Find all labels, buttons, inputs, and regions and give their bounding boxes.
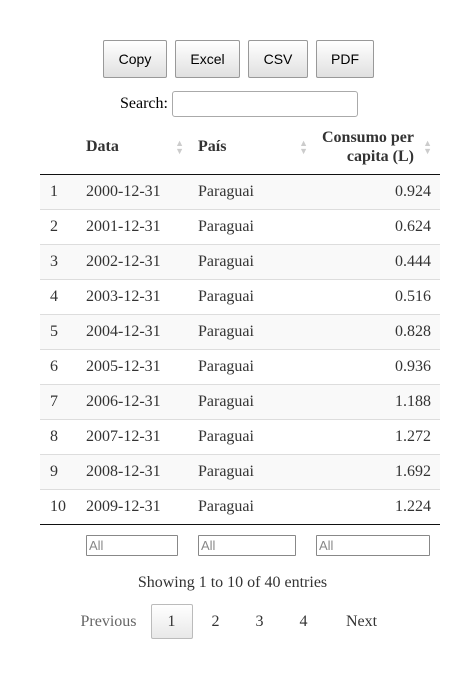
cell-data: 2000-12-31 bbox=[86, 174, 198, 210]
cell-consumo: 1.272 bbox=[322, 419, 440, 455]
filter-consumo-input[interactable] bbox=[316, 535, 430, 556]
sort-arrows-icon: ▲ ▼ bbox=[299, 138, 308, 156]
cell-pais: Paraguai bbox=[198, 349, 322, 385]
cell-consumo: 1.692 bbox=[322, 454, 440, 490]
cell-pais: Paraguai bbox=[198, 279, 322, 315]
cell-data: 2003-12-31 bbox=[86, 279, 198, 315]
table-info: Showing 1 to 10 of 40 entries bbox=[137, 574, 328, 591]
cell-pais: Paraguai bbox=[198, 314, 322, 350]
row-index: 2 bbox=[40, 209, 86, 245]
cell-consumo: 0.444 bbox=[322, 244, 440, 280]
cell-data: 2007-12-31 bbox=[86, 419, 198, 455]
column-filters bbox=[40, 535, 440, 557]
previous-page-button[interactable]: Previous bbox=[80, 612, 137, 630]
sort-arrows-icon: ▲ ▼ bbox=[423, 138, 432, 156]
cell-data: 2008-12-31 bbox=[86, 454, 198, 490]
cell-consumo: 1.224 bbox=[322, 489, 440, 525]
table-row: 8 2007-12-31 Paraguai 1.272 bbox=[40, 419, 440, 455]
cell-consumo: 1.188 bbox=[322, 384, 440, 420]
column-header-pais[interactable]: País ▲ ▼ bbox=[198, 120, 322, 175]
row-index: 9 bbox=[40, 454, 86, 490]
row-index: 7 bbox=[40, 384, 86, 420]
table-row: 7 2006-12-31 Paraguai 1.188 bbox=[40, 384, 440, 420]
page-button-3[interactable]: 3 bbox=[255, 612, 264, 630]
cell-consumo: 0.924 bbox=[322, 174, 440, 210]
column-header-label: País bbox=[198, 138, 227, 155]
cell-data: 2009-12-31 bbox=[86, 489, 198, 525]
table-row: 6 2005-12-31 Paraguai 0.936 bbox=[40, 349, 440, 385]
cell-consumo: 0.516 bbox=[322, 279, 440, 315]
cell-consumo: 0.624 bbox=[322, 209, 440, 245]
sort-arrows-icon: ▲ ▼ bbox=[175, 138, 184, 156]
cell-consumo: 0.828 bbox=[322, 314, 440, 350]
cell-pais: Paraguai bbox=[198, 174, 322, 210]
column-header-consumo[interactable]: Consumo per capita (L) ▲ ▼ bbox=[322, 120, 440, 175]
table-row: 5 2004-12-31 Paraguai 0.828 bbox=[40, 314, 440, 350]
column-header-label: Consumo per capita (L) bbox=[322, 129, 415, 165]
row-index: 10 bbox=[40, 489, 86, 525]
cell-data: 2004-12-31 bbox=[86, 314, 198, 350]
page-button-4[interactable]: 4 bbox=[299, 612, 308, 630]
column-header-data[interactable]: Data ▲ ▼ bbox=[86, 120, 198, 175]
cell-pais: Paraguai bbox=[198, 244, 322, 280]
data-table: Data ▲ ▼ País ▲ ▼ Consumo per capita (L) ▲… bbox=[40, 120, 440, 525]
cell-data: 2006-12-31 bbox=[86, 384, 198, 420]
cell-pais: Paraguai bbox=[198, 419, 322, 455]
table-row: 10 2009-12-31 Paraguai 1.224 bbox=[40, 489, 440, 525]
table-row: 1 2000-12-31 Paraguai 0.924 bbox=[40, 174, 440, 210]
cell-pais: Paraguai bbox=[198, 489, 322, 525]
page-button-2[interactable]: 2 bbox=[211, 612, 220, 630]
search-area: Search: bbox=[120, 91, 358, 117]
filter-pais-input[interactable] bbox=[198, 535, 296, 556]
row-index: 1 bbox=[40, 174, 86, 210]
pdf-button[interactable]: PDF bbox=[316, 40, 374, 78]
filter-data-input[interactable] bbox=[86, 535, 178, 556]
column-header-label: Data bbox=[86, 138, 119, 155]
table-body: 1 2000-12-31 Paraguai 0.924 2 2001-12-31 Parag… bbox=[40, 174, 440, 525]
copy-button[interactable]: Copy bbox=[103, 40, 167, 78]
cell-pais: Paraguai bbox=[198, 454, 322, 490]
row-index: 6 bbox=[40, 349, 86, 385]
index-column-header bbox=[40, 120, 86, 175]
next-page-button[interactable]: Next bbox=[345, 612, 378, 630]
search-input[interactable] bbox=[171, 91, 358, 117]
csv-button[interactable]: CSV bbox=[248, 40, 308, 78]
cell-data: 2001-12-31 bbox=[86, 209, 198, 245]
table-row: 3 2002-12-31 Paraguai 0.444 bbox=[40, 244, 440, 280]
page-button-1[interactable]: 1 bbox=[150, 604, 193, 639]
cell-pais: Paraguai bbox=[198, 209, 322, 245]
table-row: 4 2003-12-31 Paraguai 0.516 bbox=[40, 279, 440, 315]
row-index: 4 bbox=[40, 279, 86, 315]
cell-data: 2002-12-31 bbox=[86, 244, 198, 280]
table-row: 2 2001-12-31 Paraguai 0.624 bbox=[40, 209, 440, 245]
search-label: Search: bbox=[120, 95, 168, 112]
table-header-row: Data ▲ ▼ País ▲ ▼ Consumo per capita (L) ▲… bbox=[40, 120, 440, 175]
cell-data: 2005-12-31 bbox=[86, 349, 198, 385]
export-buttons: Copy Excel CSV PDF bbox=[103, 40, 382, 78]
table-row: 9 2008-12-31 Paraguai 1.692 bbox=[40, 454, 440, 490]
cell-pais: Paraguai bbox=[198, 384, 322, 420]
row-index: 5 bbox=[40, 314, 86, 350]
pagination: Previous 1 2 3 4 Next bbox=[0, 604, 465, 639]
excel-button[interactable]: Excel bbox=[175, 40, 240, 78]
row-index: 3 bbox=[40, 244, 86, 280]
cell-consumo: 0.936 bbox=[322, 349, 440, 385]
row-index: 8 bbox=[40, 419, 86, 455]
